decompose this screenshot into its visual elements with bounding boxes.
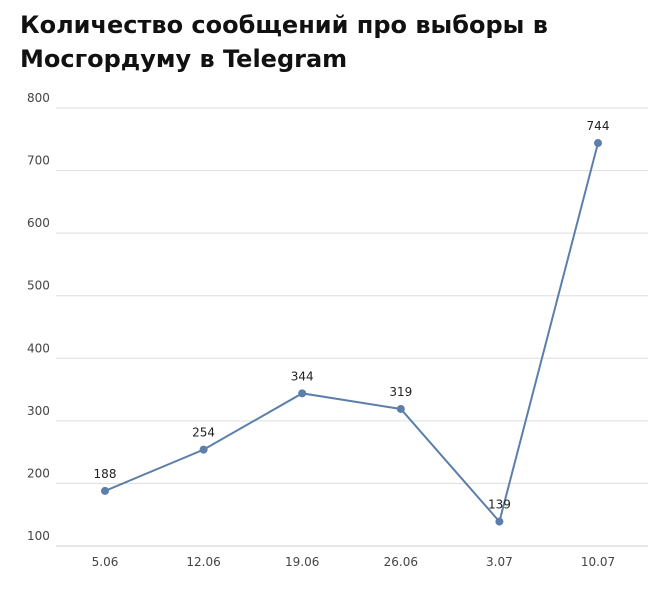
data-point	[594, 139, 602, 148]
y-tick-label: 100	[27, 529, 50, 543]
x-axis-ticks: 5.06 12.06 19.06 26.06 3.07 10.07	[92, 555, 616, 569]
y-axis-ticks: 100 200 300 400 500 600 700 800	[27, 91, 50, 543]
x-tick-label: 5.06	[92, 555, 119, 569]
data-point	[396, 404, 405, 413]
x-tick-label: 26.06	[384, 555, 418, 569]
data-label: 139	[488, 498, 511, 512]
data-labels: 188 254 344 319 139 744	[94, 119, 610, 512]
x-tick-label: 12.06	[186, 555, 220, 569]
y-tick-label: 200	[27, 466, 50, 480]
data-label: 319	[389, 385, 412, 399]
data-label: 744	[587, 119, 610, 133]
data-point	[101, 486, 109, 495]
y-tick-label: 300	[27, 404, 50, 418]
y-tick-label: 400	[27, 341, 50, 355]
y-tick-label: 700	[27, 154, 50, 168]
data-point	[298, 389, 307, 398]
y-tick-label: 500	[27, 279, 50, 293]
data-label: 188	[94, 467, 117, 481]
x-tick-label: 3.07	[486, 555, 513, 569]
x-tick-label: 19.06	[285, 555, 319, 569]
y-tick-label: 600	[27, 216, 50, 230]
gridlines	[56, 107, 648, 547]
y-tick-label: 800	[27, 91, 50, 105]
data-label: 254	[192, 426, 215, 440]
data-point	[495, 517, 504, 526]
x-tick-label: 10.07	[581, 555, 615, 569]
data-label: 344	[291, 369, 314, 383]
series-line	[104, 142, 599, 524]
chart-title: Количество сообщений про выборы в Мосгор…	[20, 11, 548, 73]
data-points	[101, 139, 602, 526]
data-point	[199, 445, 208, 454]
